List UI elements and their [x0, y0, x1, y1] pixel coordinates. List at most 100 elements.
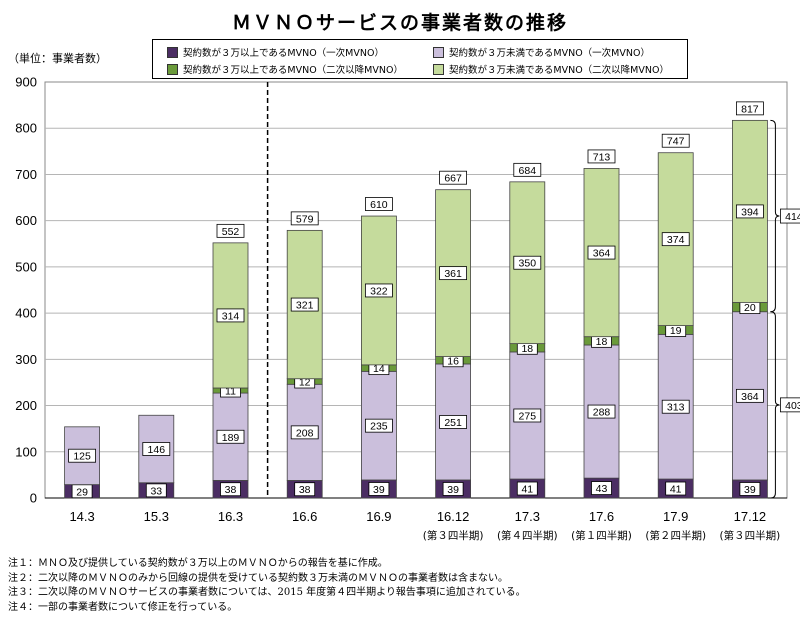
total-label-box	[364, 197, 393, 211]
data-label-box	[290, 425, 319, 440]
legend-swatch-4	[433, 63, 444, 75]
x-tick-sublabel: (第１四半期)	[571, 529, 632, 542]
data-label-box	[216, 308, 245, 323]
total-label: 747	[667, 136, 685, 148]
x-tick-label: 17.12	[734, 509, 767, 524]
data-label: 12	[299, 377, 311, 389]
x-tick-label: 16.12	[437, 509, 470, 524]
data-label-box	[587, 404, 616, 419]
legend-label-2: 契約数が３万未満であるMVNO（一次MVNO）	[449, 48, 650, 59]
data-label: 19	[670, 325, 682, 337]
data-label: 189	[222, 432, 240, 444]
data-label-box	[736, 388, 764, 403]
data-label: 39	[744, 484, 756, 496]
data-label-box	[587, 245, 616, 260]
total-label: 684	[519, 165, 537, 177]
data-label-box	[439, 415, 468, 429]
data-label-box	[661, 399, 690, 414]
total-label: 713	[593, 151, 611, 163]
data-label: 208	[296, 427, 314, 439]
y-tick-label: 300	[15, 352, 37, 367]
y-tick-label: 700	[15, 167, 37, 182]
legend-label-3: 契約数が３万以上であるMVNO（二次以降MVNO）	[183, 65, 403, 76]
data-label: 39	[447, 484, 459, 496]
x-tick-label: 16.3	[218, 509, 243, 524]
chart-area: 0 100 200 300 400 500 600 700 800 900 29 125 14.3 33 1…	[15, 75, 800, 542]
data-label: 314	[222, 310, 240, 322]
data-label: 235	[370, 421, 388, 433]
bracket-label: 414	[785, 211, 800, 223]
data-label: 33	[150, 485, 162, 497]
data-label-box	[739, 482, 761, 496]
total-label-box	[661, 133, 690, 148]
data-label-box	[216, 429, 245, 444]
legend: 契約数が３万以上であるMVNO（一次MVNO） 契約数が３万未満であるMVNO（…	[152, 39, 688, 79]
data-label: 322	[370, 285, 388, 297]
legend-item-1: 契約数が３万以上であるMVNO（一次MVNO）	[167, 45, 384, 59]
footnote-3: 注３：二次以降のＭＶＮＯサービスの事業者数については、2015 年度第４四半期よ…	[8, 587, 526, 598]
footnote-1: 注１：ＭＮＯ及び提供している契約数が３万以上のＭＶＮＯからの報告を基に作成。	[8, 558, 388, 569]
data-label-box	[142, 442, 171, 456]
total-label-box	[290, 211, 319, 226]
total-label: 552	[222, 226, 240, 238]
data-label: 41	[521, 484, 533, 496]
total-label: 610	[370, 199, 388, 211]
data-label: 38	[299, 484, 311, 496]
x-tick-label: 17.9	[663, 509, 688, 524]
data-label: 18	[596, 336, 608, 348]
data-label: 39	[373, 484, 385, 496]
data-label-box	[513, 255, 542, 270]
total-label-box	[587, 149, 616, 164]
data-label-box	[513, 408, 542, 423]
data-label: 364	[593, 248, 611, 260]
total-label: 579	[296, 213, 314, 225]
data-label: 16	[447, 355, 459, 367]
bracket-label: 403	[785, 400, 800, 412]
data-label-box	[591, 481, 612, 495]
legend-swatch-2	[433, 46, 444, 58]
y-tick-label: 100	[15, 444, 37, 459]
data-label: 38	[225, 484, 237, 496]
data-label-box	[290, 297, 319, 312]
total-label: 817	[741, 103, 759, 115]
data-label-box	[145, 483, 167, 498]
legend-label-4: 契約数が３万未満であるMVNO（二次以降MVNO）	[449, 65, 669, 76]
x-tick-label: 17.3	[515, 509, 540, 524]
data-label: 125	[73, 451, 91, 463]
data-label-box	[364, 283, 393, 298]
bracket	[770, 119, 780, 313]
data-label-box	[68, 448, 96, 463]
y-tick-label: 200	[15, 398, 37, 413]
x-tick-sublabel: (第３四半期)	[720, 529, 781, 542]
total-label-box	[736, 101, 764, 116]
y-tick-label: 0	[30, 491, 37, 506]
x-tick-sublabel: (第２四半期)	[645, 529, 706, 542]
y-tick-label: 800	[15, 121, 37, 136]
x-tick-label: 17.6	[589, 509, 614, 524]
data-label-box	[516, 481, 538, 496]
legend-label-1: 契約数が３万以上であるMVNO（一次MVNO）	[183, 48, 384, 59]
total-label-box	[216, 223, 245, 238]
data-label: 18	[521, 343, 533, 355]
data-label: 29	[76, 486, 88, 498]
bracket-label-box	[780, 397, 800, 413]
data-label: 11	[225, 386, 236, 398]
x-tick-label: 14.3	[69, 509, 94, 524]
data-label: 14	[373, 363, 385, 375]
data-label: 251	[444, 417, 462, 429]
total-label-box	[513, 162, 542, 177]
data-label: 20	[744, 302, 756, 314]
bracket	[770, 311, 780, 499]
footnote-4: 注４：一部の事業者数について修正を行っている。	[8, 601, 238, 613]
total-label: 667	[444, 173, 462, 185]
legend-item-3: 契約数が３万以上であるMVNO（二次以降MVNO）	[167, 62, 403, 76]
data-label-box	[439, 266, 468, 281]
data-label-box	[220, 482, 241, 497]
legend-item-4: 契約数が３万未満であるMVNO（二次以降MVNO）	[433, 62, 669, 76]
x-tick-sublabel: (第４四半期)	[497, 529, 558, 542]
chart-title: ＭＶＮＯサービスの事業者数の推移	[231, 12, 568, 34]
data-label-box	[736, 204, 764, 219]
x-tick-label: 15.3	[144, 509, 169, 524]
legend-swatch-3	[167, 63, 178, 75]
x-tick-sublabel: (第３四半期)	[423, 529, 484, 542]
